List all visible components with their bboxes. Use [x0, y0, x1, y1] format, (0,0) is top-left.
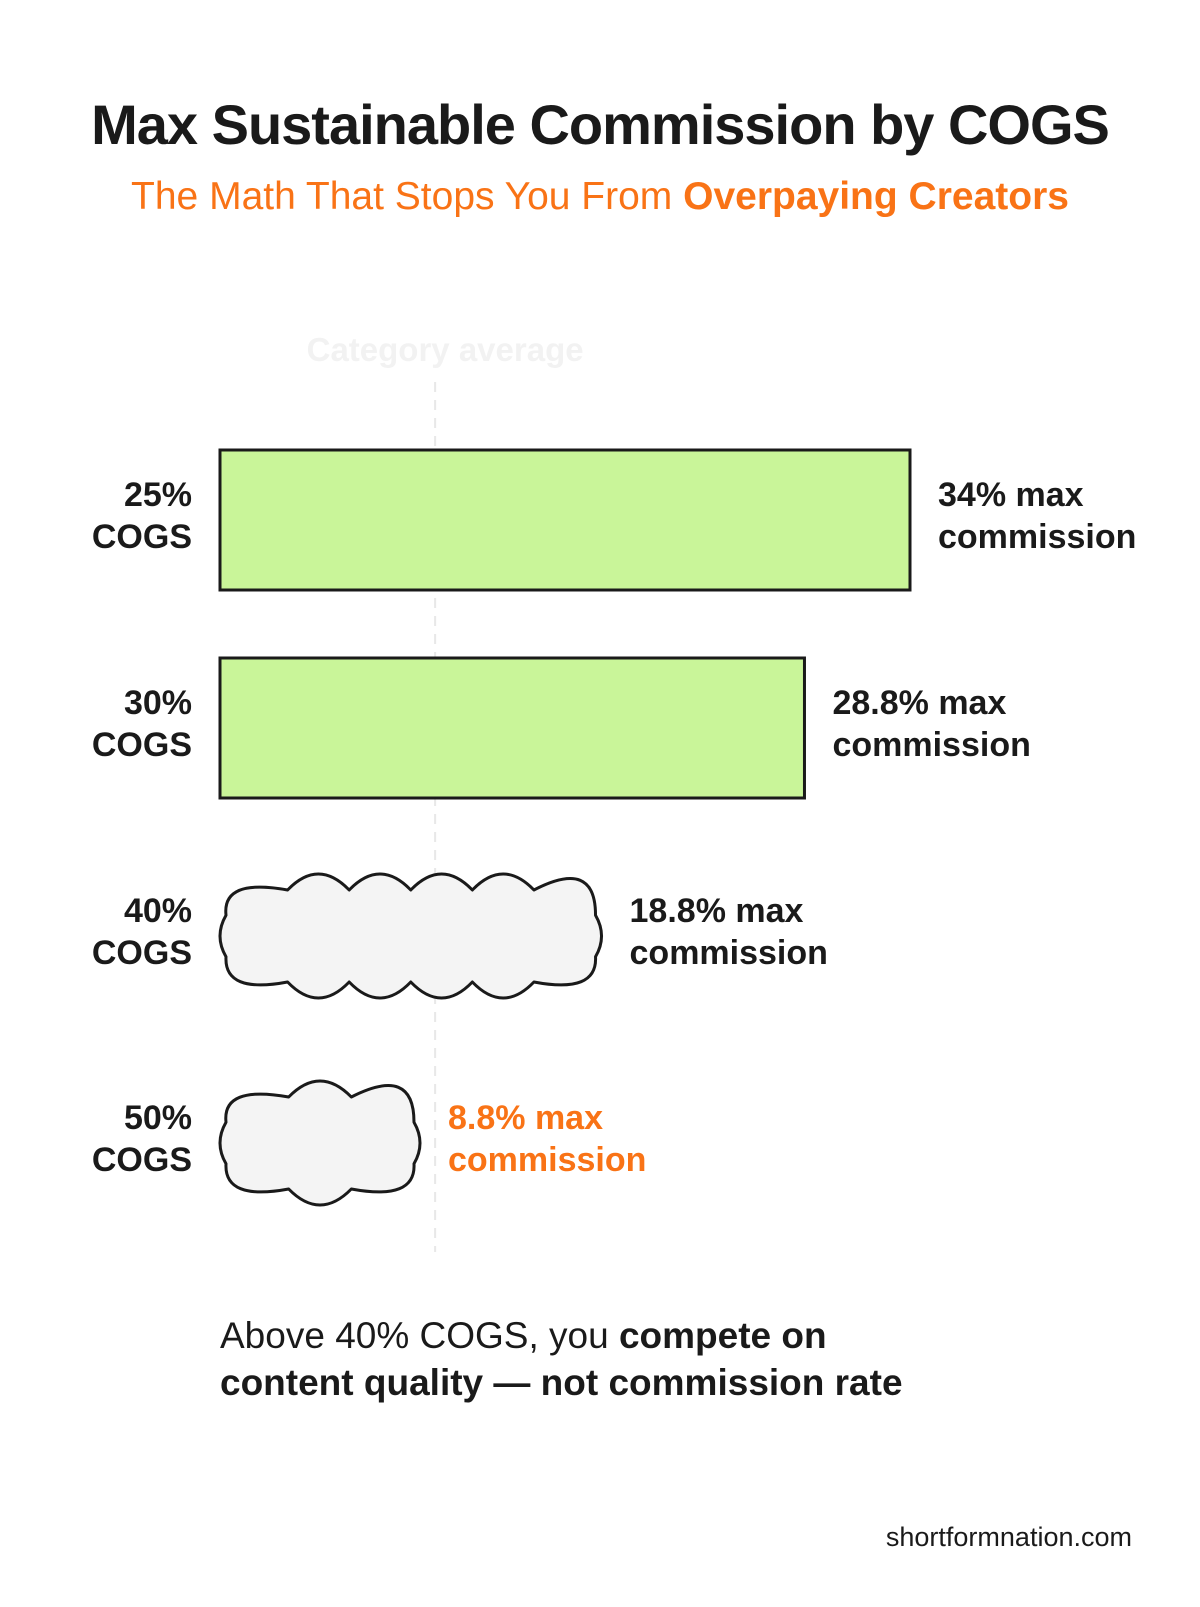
bar [218, 872, 604, 1000]
category-label-line: 40% [124, 892, 192, 930]
note-regular: Above 40% COGS, you [220, 1315, 619, 1356]
category-label: 25% COGS [92, 476, 192, 556]
chart-subtitle: The Math That Stops You From Overpaying … [0, 175, 1200, 219]
value-label: 34% max commission [938, 476, 1136, 556]
commission-bar-chart: Category average 25% COGS 34% max commission… [92, 331, 1136, 1252]
category-label-line: 25% [124, 476, 192, 514]
category-label-line: COGS [92, 1141, 192, 1179]
reference-line-label: Category average [307, 331, 584, 368]
category-label: 50% COGS [92, 1099, 192, 1179]
bar [218, 448, 912, 592]
value-label-line: commission [448, 1141, 646, 1179]
category-label-line: COGS [92, 934, 192, 972]
subtitle-highlight: Overpaying Creators [683, 175, 1069, 218]
note-bold-2: content quality — not commission rate [220, 1362, 903, 1403]
subtitle-regular: The Math That Stops You From [131, 175, 684, 218]
value-label-line: 28.8% max [832, 684, 1006, 722]
footnote: Above 40% COGS, you compete on content qu… [220, 1312, 1120, 1406]
value-label: 28.8% max commission [832, 684, 1030, 764]
value-label-line: commission [938, 518, 1136, 556]
value-label: 18.8% max commission [630, 892, 828, 972]
value-label: 8.8% max commission [448, 1099, 646, 1179]
category-label-line: 30% [124, 684, 192, 722]
value-label-line: 18.8% max [630, 892, 804, 930]
category-label-line: COGS [92, 726, 192, 764]
value-label-line: commission [630, 934, 828, 972]
note-bold-1: compete on [618, 1315, 827, 1356]
source-credit: shortformnation.com [885, 1522, 1132, 1552]
category-label: 40% COGS [92, 892, 192, 972]
bar [218, 656, 806, 800]
bar [218, 1079, 422, 1207]
value-label-line: commission [832, 726, 1030, 764]
value-label-line: 34% max [938, 476, 1084, 514]
chart-title: Max Sustainable Commission by COGS [91, 93, 1110, 156]
category-label-line: 50% [124, 1099, 192, 1137]
value-label-line: 8.8% max [448, 1099, 603, 1137]
category-label: 30% COGS [92, 684, 192, 764]
category-label-line: COGS [92, 518, 192, 556]
